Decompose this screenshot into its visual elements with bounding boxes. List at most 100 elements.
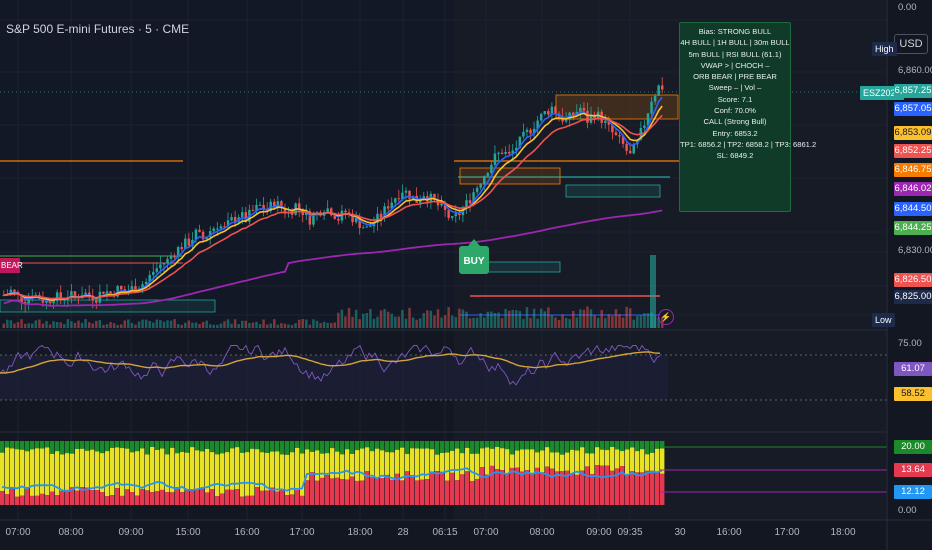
osc-bar-yellow — [180, 451, 185, 493]
volume-bar — [326, 322, 329, 328]
osc-bar-red — [310, 472, 315, 505]
osc-bar-green — [410, 441, 415, 449]
candle-body — [240, 212, 244, 218]
osc-bar-green — [315, 441, 320, 451]
candle-body — [507, 151, 511, 154]
candle-body — [660, 85, 664, 90]
volume-bar — [426, 310, 429, 328]
info-line: Sweep – | Vol – — [708, 83, 762, 93]
volume-bar — [589, 309, 593, 328]
price-label: 75.00 — [898, 338, 922, 349]
osc-bar-red — [420, 479, 425, 505]
osc-bar-red — [295, 490, 300, 505]
candle-body — [472, 192, 475, 204]
candle-body — [351, 213, 354, 223]
osc-bar-green — [600, 441, 605, 450]
osc-bar-green — [95, 441, 100, 452]
volume-bar — [561, 314, 564, 328]
candle-body — [515, 147, 518, 151]
oscillator-pane — [0, 441, 887, 505]
moving-averages — [3, 96, 663, 307]
osc-bar-yellow — [100, 453, 105, 493]
osc-bar-green — [335, 441, 340, 452]
volume-bar — [276, 324, 280, 328]
candle-body — [73, 291, 77, 298]
osc-bar-green — [490, 441, 495, 449]
candle-body — [91, 295, 95, 301]
volume-bar — [422, 313, 426, 328]
osc-bar-green — [415, 441, 420, 449]
candle-body — [20, 294, 23, 303]
volume-bar — [116, 324, 119, 328]
osc-bar-yellow — [335, 451, 340, 478]
osc-bar-green — [215, 441, 220, 455]
osc-bar-green — [245, 441, 250, 453]
osc-bar-yellow — [165, 454, 170, 493]
high-tag: High — [872, 42, 897, 56]
osc-bar-red — [25, 487, 30, 505]
osc-bar-red — [355, 480, 360, 505]
osc-bar-yellow — [390, 452, 395, 480]
price-label: 12.12 — [894, 485, 932, 499]
osc-bar-red — [290, 494, 295, 505]
candle-body — [223, 226, 226, 228]
osc-bar-yellow — [550, 452, 555, 469]
time-label: 28 — [397, 527, 409, 538]
volume-bar — [636, 315, 639, 328]
volume-bar — [568, 319, 571, 328]
time-label: 07:00 — [5, 527, 31, 538]
candle-body — [169, 256, 173, 259]
osc-bar-green — [40, 441, 45, 449]
volume-bar — [621, 317, 625, 328]
osc-bar-green — [135, 441, 140, 452]
volume-bar — [604, 318, 607, 328]
osc-bar-green — [10, 441, 15, 449]
osc-bar-yellow — [65, 453, 70, 490]
candle-body — [433, 193, 436, 200]
osc-bar-yellow — [300, 453, 305, 496]
osc-bar-red — [320, 477, 325, 505]
osc-bar-red — [240, 496, 245, 505]
volume-bar — [490, 311, 493, 328]
currency-button[interactable]: USD — [894, 34, 928, 54]
osc-bar-red — [345, 479, 350, 505]
volume-bar — [369, 308, 372, 328]
osc-bar-red — [125, 489, 130, 505]
candle-body — [493, 153, 497, 165]
osc-bar-green — [625, 441, 630, 450]
candle-body — [657, 85, 660, 96]
volume-spike — [650, 255, 656, 328]
price-label: 6,830.00 — [898, 245, 932, 256]
osc-bar-green — [485, 441, 490, 448]
osc-bar-red — [440, 471, 445, 505]
volume-bar — [112, 323, 116, 328]
candle-body — [383, 206, 386, 219]
osc-line — [1, 467, 663, 493]
osc-bar-red — [390, 479, 395, 505]
volume-bar — [152, 322, 155, 328]
osc-bar-yellow — [510, 454, 515, 468]
time-label: 17:00 — [289, 527, 315, 538]
osc-bar-yellow — [25, 451, 30, 488]
osc-bar-red — [285, 495, 290, 505]
volume-bar — [593, 315, 596, 328]
buy-signal-marker: BUY — [459, 239, 489, 274]
osc-bar-green — [190, 441, 195, 448]
osc-bar-yellow — [190, 447, 195, 490]
info-line: TP1: 6856.2 | TP2: 6858.2 | TP3: 6861.2 — [680, 139, 817, 149]
candle-body — [2, 295, 6, 297]
volume-bar — [184, 322, 187, 328]
osc-bar-yellow — [585, 453, 590, 467]
osc-bar-green — [0, 441, 5, 453]
osc-bar-green — [325, 441, 330, 454]
symbol-title[interactable]: S&P 500 E-mini Futures · 5 · CME — [6, 22, 190, 36]
osc-bar-yellow — [500, 448, 505, 471]
osc-bar-yellow — [40, 448, 45, 494]
osc-bar-green — [225, 441, 230, 453]
volume-bar — [201, 321, 205, 328]
osc-bar-red — [645, 470, 650, 505]
volume-bar — [130, 322, 134, 328]
osc-bar-yellow — [35, 448, 40, 496]
osc-bar-green — [635, 441, 640, 452]
